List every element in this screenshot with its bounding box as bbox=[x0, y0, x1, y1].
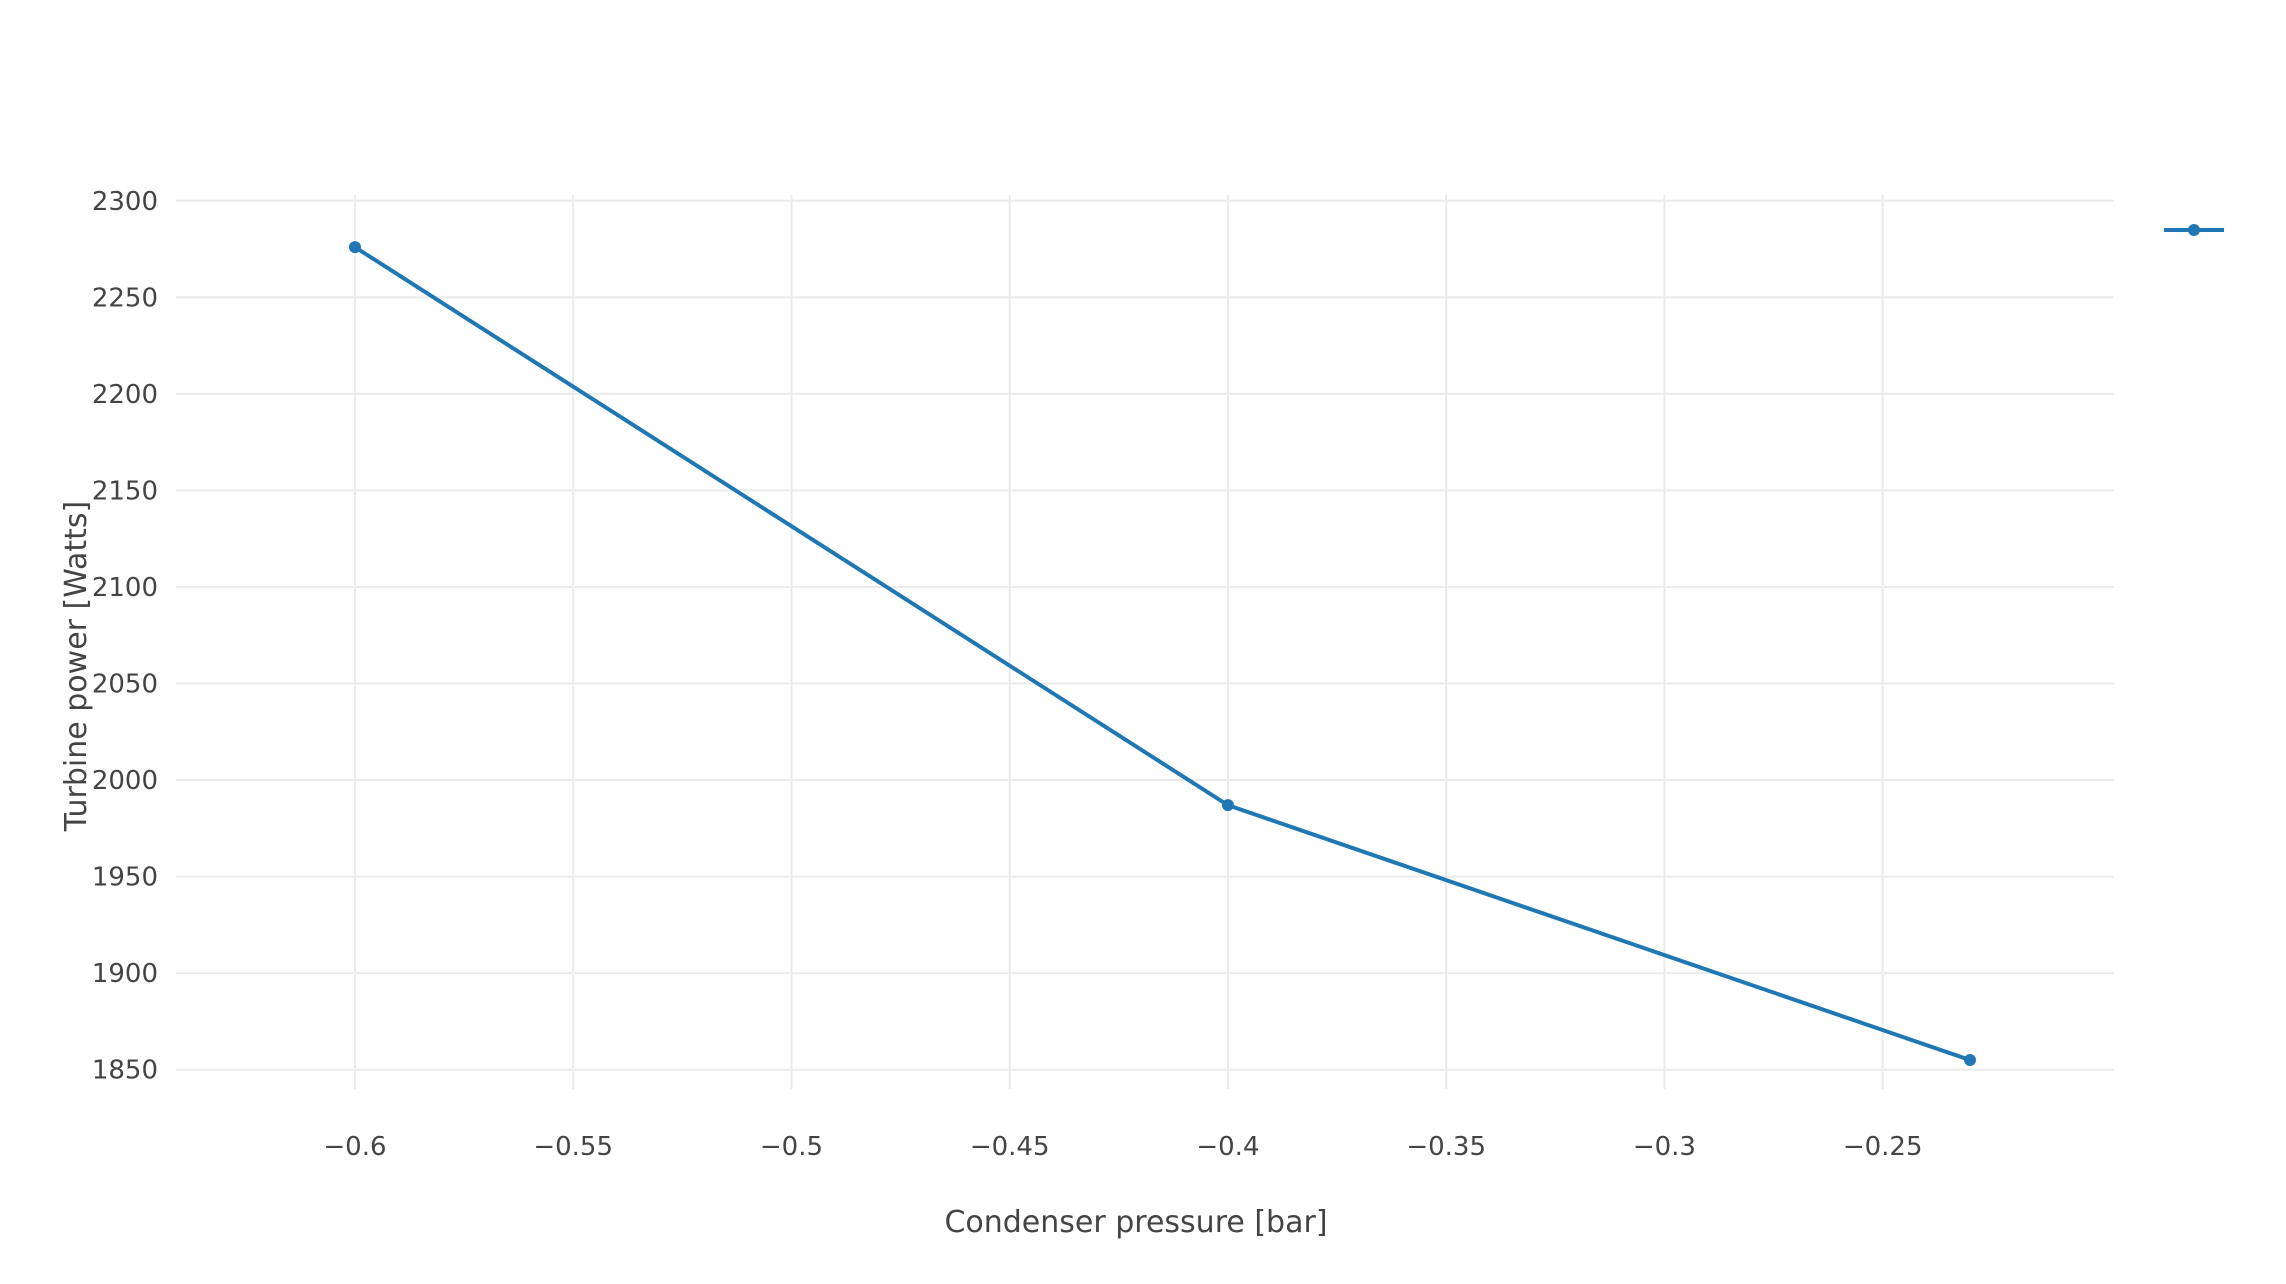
data-point[interactable] bbox=[1221, 799, 1234, 812]
y-tick-label: 2250 bbox=[92, 283, 158, 313]
x-axis-tick-labels: −0.6 −0.55 −0.5 −0.45 −0.4 −0.35 −0.3 −0.25 bbox=[323, 1132, 1922, 1162]
y-tick-label: 2300 bbox=[92, 187, 158, 217]
x-tick-label: −0.45 bbox=[970, 1132, 1050, 1162]
x-tick-label: −0.3 bbox=[1633, 1132, 1696, 1162]
y-axis-title: Turbine power [Watts] bbox=[59, 501, 94, 832]
x-axis-title: Condenser pressure [bar] bbox=[944, 1205, 1327, 1240]
legend-marker-swatch[interactable] bbox=[2188, 224, 2200, 236]
x-tick-label: −0.5 bbox=[760, 1132, 823, 1162]
series-line bbox=[353, 245, 1971, 1062]
x-tick-label: −0.55 bbox=[533, 1132, 613, 1162]
x-tick-label: −0.25 bbox=[1843, 1132, 1923, 1162]
y-tick-label: 2200 bbox=[92, 380, 158, 410]
x-gridlines bbox=[353, 195, 1884, 1089]
y-tick-label: 2050 bbox=[92, 670, 158, 700]
y-axis-tick-labels: 1850 1900 1950 2000 2050 2100 2150 2200 2250 2300 bbox=[92, 187, 158, 1086]
y-tick-label: 2000 bbox=[92, 766, 158, 796]
x-tick-label: −0.6 bbox=[323, 1132, 386, 1162]
y-tick-label: 2100 bbox=[92, 573, 158, 603]
y-tick-label: 1950 bbox=[92, 863, 158, 893]
y-tick-label: 1900 bbox=[92, 959, 158, 989]
data-point[interactable] bbox=[1963, 1054, 1976, 1067]
legend[interactable] bbox=[2164, 224, 2224, 236]
y-tick-label: 1850 bbox=[92, 1056, 158, 1086]
x-tick-label: −0.35 bbox=[1406, 1132, 1486, 1162]
y-gridlines bbox=[176, 199, 2114, 1071]
y-tick-label: 2150 bbox=[92, 476, 158, 506]
x-tick-label: −0.4 bbox=[1196, 1132, 1259, 1162]
data-point[interactable] bbox=[348, 241, 361, 254]
series-layer bbox=[348, 241, 1976, 1067]
